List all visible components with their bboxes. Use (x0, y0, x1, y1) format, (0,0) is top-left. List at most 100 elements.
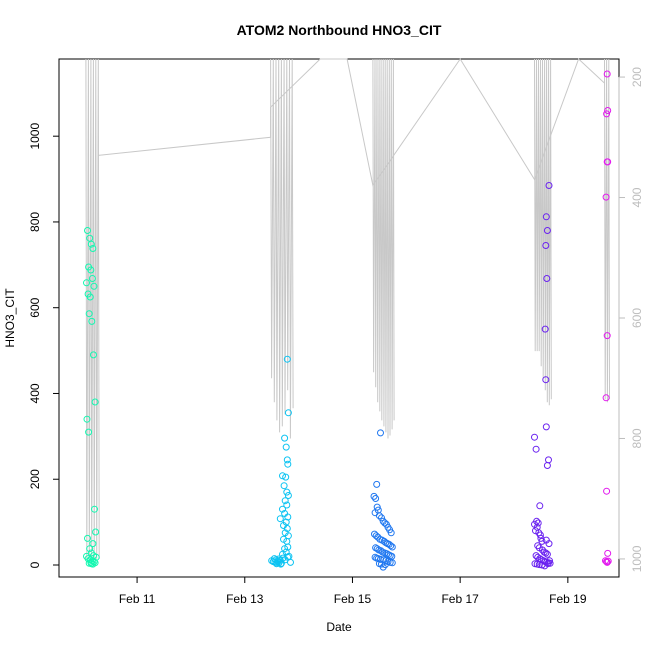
right-tick-label: 600 (630, 308, 644, 328)
y-tick-label: 200 (28, 469, 42, 489)
data-point (373, 545, 381, 553)
data-point (372, 532, 380, 540)
data-point (284, 409, 292, 417)
data-point (388, 559, 396, 567)
data-point (88, 275, 96, 282)
x-tick-label: Feb 19 (549, 592, 587, 606)
data-point (379, 563, 387, 571)
data-point (604, 107, 612, 114)
data-point (534, 542, 542, 550)
data-point (534, 519, 542, 527)
data-point (91, 505, 98, 513)
right-tick-label: 400 (630, 187, 644, 207)
data-point (85, 310, 93, 318)
data-point (279, 550, 286, 558)
data-point (387, 529, 395, 537)
data-point (88, 317, 96, 325)
data-point (542, 242, 550, 249)
data-point (603, 70, 611, 78)
data-point (373, 480, 381, 488)
data-point (279, 472, 286, 480)
data-point (83, 279, 90, 287)
data-point (602, 193, 610, 201)
x-tick-label: Feb 17 (441, 592, 479, 606)
data-point (603, 487, 611, 495)
data-point (542, 376, 550, 384)
right-tick-label: 200 (630, 67, 644, 87)
data-point (543, 462, 551, 469)
data-point (91, 398, 99, 406)
data-point (604, 158, 612, 166)
right-tick-label: 800 (630, 428, 644, 448)
data-point (283, 456, 291, 464)
data-point (546, 557, 553, 565)
right-tick-label: 1000 (630, 545, 644, 572)
x-tick-label: Feb 13 (226, 592, 264, 606)
data-point (92, 528, 100, 536)
data-point (287, 558, 294, 566)
data-point (87, 558, 95, 566)
y-tick-label: 0 (28, 561, 42, 568)
data-point (372, 495, 380, 502)
data-point (86, 545, 94, 553)
data-point (83, 552, 90, 560)
profile-line-flight-3 (372, 58, 395, 439)
profile-line-flight-4 (534, 58, 552, 406)
chart-title: ATOM2 Northbound HNO3_CIT (237, 22, 442, 38)
data-point (536, 502, 544, 510)
data-point (370, 492, 378, 500)
data-point (89, 560, 97, 568)
profile-line-flight-1 (85, 58, 100, 559)
data-point (283, 355, 291, 363)
y-tick-label: 600 (28, 297, 42, 317)
data-point (602, 557, 609, 565)
data-point (85, 428, 93, 436)
data-point (387, 542, 395, 550)
data-point (543, 275, 551, 282)
data-point (377, 547, 385, 555)
data-point (604, 557, 612, 565)
data-point (282, 443, 290, 451)
data-point (89, 245, 97, 252)
data-point (92, 553, 100, 561)
data-point (90, 282, 98, 290)
data-point (84, 534, 91, 542)
data-point (532, 445, 540, 453)
data-point (90, 351, 97, 359)
data-point (542, 213, 550, 221)
profile-line-flight-2 (270, 58, 294, 439)
data-point (542, 423, 550, 431)
data-point (280, 482, 288, 490)
data-point (89, 540, 97, 548)
data-point (603, 110, 611, 118)
data-point (538, 537, 546, 545)
data-point (86, 293, 94, 301)
data-point (283, 501, 291, 509)
data-point (83, 415, 91, 423)
x-tick-label: Feb 15 (334, 592, 372, 606)
data-point (277, 560, 285, 568)
data-point (282, 473, 290, 481)
data-point (281, 434, 289, 442)
data-point (536, 531, 544, 539)
data-point (378, 514, 385, 522)
axes: Feb 11 Feb 13 Feb 15 Feb 17 Feb 19 0 200 400 600… (28, 67, 644, 606)
x-tick-label: Feb 11 (119, 592, 156, 606)
data-point (545, 540, 553, 548)
profile-lines (85, 58, 610, 559)
data-point (281, 497, 289, 505)
data-point (276, 515, 284, 523)
x-axis-label: Date (326, 620, 352, 634)
data-point (284, 492, 292, 499)
y-tick-label: 400 (28, 383, 42, 403)
y-tick-label: 800 (28, 212, 42, 232)
data-point (377, 429, 384, 437)
data-point (543, 550, 551, 558)
data-point (603, 332, 611, 340)
data-point (284, 460, 292, 468)
data-point (541, 325, 549, 333)
data-point (388, 543, 396, 551)
data-point (545, 182, 553, 189)
data-point (604, 549, 612, 557)
